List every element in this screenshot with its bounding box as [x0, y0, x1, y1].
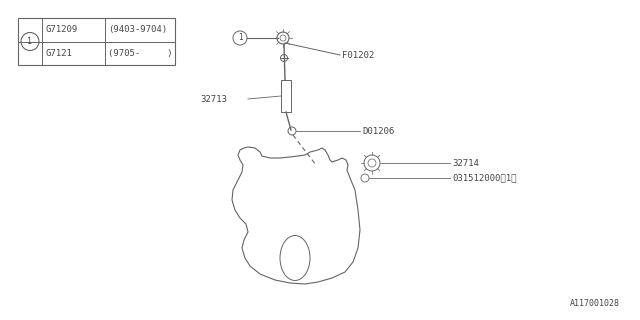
- Bar: [18, 18, 175, 65]
- Text: 031512000（1）: 031512000（1）: [452, 173, 516, 182]
- Text: G7121: G7121: [45, 49, 72, 58]
- Text: 1: 1: [237, 34, 243, 43]
- Text: D01206: D01206: [362, 126, 394, 135]
- Bar: [281, 80, 291, 112]
- Text: A117001028: A117001028: [570, 299, 620, 308]
- Text: (9403-9704): (9403-9704): [108, 25, 167, 34]
- Text: 1: 1: [28, 37, 33, 46]
- Text: (9705-     ): (9705- ): [108, 49, 173, 58]
- Text: 32713: 32713: [200, 95, 227, 105]
- Text: G71209: G71209: [45, 25, 77, 34]
- Text: F01202: F01202: [342, 51, 374, 60]
- Text: 32714: 32714: [452, 158, 479, 167]
